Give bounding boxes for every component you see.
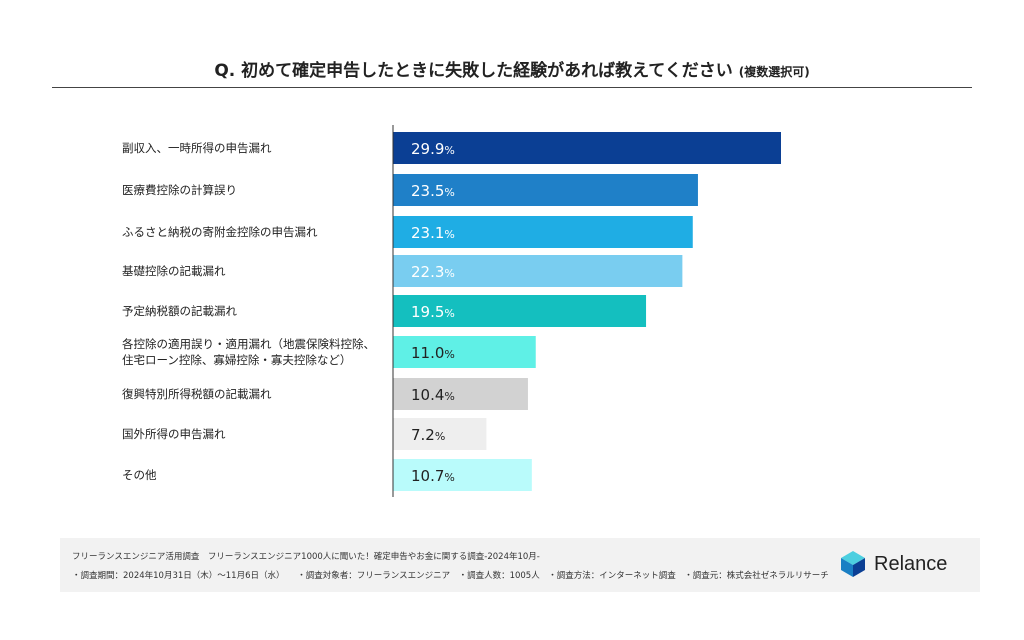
data-label: 11.0% <box>411 344 455 362</box>
category-label: 基礎控除の記載漏れ <box>122 264 226 278</box>
bar <box>393 174 698 206</box>
category-label: 予定納税額の記載漏れ <box>122 304 237 318</box>
bar <box>393 295 647 327</box>
category-label: 復興特別所得税額の記載漏れ <box>122 387 272 401</box>
title-divider <box>52 87 972 88</box>
data-label: 29.9% <box>411 140 455 158</box>
data-label: 23.5% <box>411 182 455 200</box>
data-label: 23.1% <box>411 224 455 242</box>
data-label: 10.7% <box>411 467 455 485</box>
category-label: その他 <box>122 468 157 482</box>
footer-survey-title: フリーランスエンジニア活用調査 フリーランスエンジニア1000人に聞いた！確定申… <box>72 552 540 562</box>
category-label: 国外所得の申告漏れ <box>122 427 226 441</box>
cube-logo-icon <box>841 551 865 577</box>
bar-chart: 29.9% 副収入、一時所得の申告漏れ 23.5% 医療費控除の計算誤り 23.1% ふる… <box>122 125 781 497</box>
category-label: 住宅ローン控除、寡婦控除・寡夫控除など） <box>122 353 351 367</box>
category-label: 医療費控除の計算誤り <box>122 183 237 197</box>
bar <box>393 378 528 410</box>
category-label: 副収入、一時所得の申告漏れ <box>122 141 272 155</box>
bar <box>393 216 693 248</box>
title-subtitle: (複数選択可) <box>738 65 810 79</box>
title-text: Q. 初めて確定申告したときに失敗した経験があれば教えてください <box>214 61 733 81</box>
relance-logo: Relance <box>840 550 947 578</box>
chart-title: Q. 初めて確定申告したときに失敗した経験があれば教えてください (複数選択可) <box>0 56 1024 81</box>
data-label: 7.2% <box>411 426 445 444</box>
bar <box>393 459 532 491</box>
category-label: ふるさと納税の寄附金控除の申告漏れ <box>122 225 318 239</box>
footer: フリーランスエンジニア活用調査 フリーランスエンジニア1000人に聞いた！確定申… <box>60 538 980 592</box>
footer-survey-details: ・調査期間：2024年10月31日（木）～11月6日（水） ・調査対象者：フリー… <box>72 571 829 581</box>
bar <box>393 132 781 164</box>
logo-text: Relance <box>874 552 948 575</box>
bar <box>393 255 683 287</box>
bar <box>393 336 536 368</box>
data-label: 22.3% <box>411 263 455 281</box>
category-label: 各控除の適用誤り・適用漏れ（地震保険料控除、 <box>122 337 375 351</box>
data-label: 19.5% <box>411 303 455 321</box>
data-label: 10.4% <box>411 386 455 404</box>
bar <box>393 418 487 450</box>
